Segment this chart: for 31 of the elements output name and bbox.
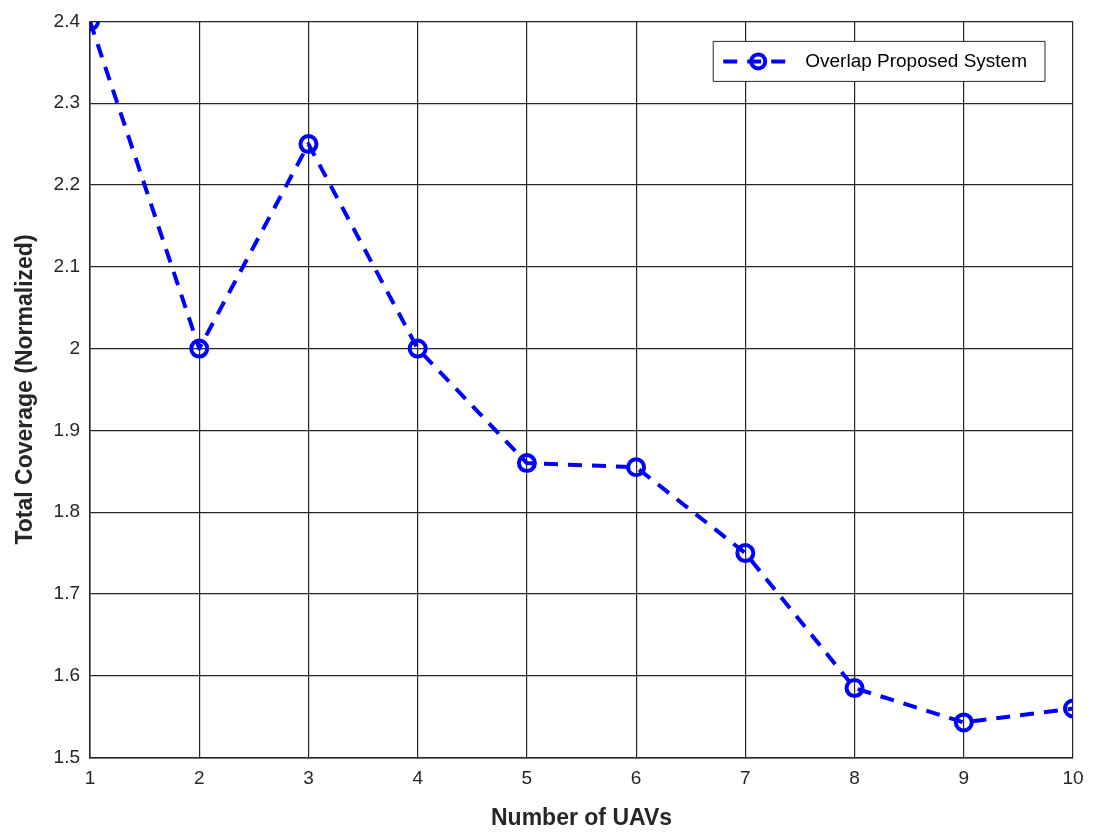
legend-label: Overlap Proposed System (805, 49, 1027, 71)
y-tick-label: 1.7 (53, 582, 81, 604)
y-tick-label: 1.5 (53, 745, 81, 767)
y-tick-label: 2.4 (53, 9, 81, 31)
x-tick-label: 10 (1062, 767, 1084, 789)
y-tick-label: 2.1 (53, 255, 81, 277)
point (953, 712, 974, 733)
x-tick-label: 8 (849, 767, 860, 789)
point (626, 457, 647, 478)
x-tick-label: 9 (958, 767, 970, 789)
point (516, 453, 537, 474)
point (189, 338, 210, 359)
point (407, 338, 428, 359)
y-tick-label: 1.8 (53, 500, 81, 522)
y-axis-title: Total Coverage (Normalized) (11, 234, 38, 545)
point (298, 134, 319, 155)
x-tick-label: 7 (740, 767, 751, 789)
x-tick-label: 1 (84, 767, 96, 789)
x-tick-label: 3 (303, 767, 314, 789)
y-tick-label: 2.2 (53, 173, 81, 195)
x-tick-label: 6 (630, 767, 642, 789)
point (735, 543, 756, 564)
point (844, 678, 865, 699)
x-tick-label: 5 (521, 767, 533, 789)
y-tick-label: 1.6 (53, 664, 81, 686)
y-tick-label: 1.9 (53, 418, 81, 440)
x-tick-label: 2 (193, 767, 205, 789)
y-tick-label: 2.3 (53, 91, 81, 113)
x-axis-title: Number of UAVs (490, 803, 673, 830)
x-tick-label: 4 (412, 767, 424, 789)
y-tick-label: 2 (69, 336, 81, 358)
